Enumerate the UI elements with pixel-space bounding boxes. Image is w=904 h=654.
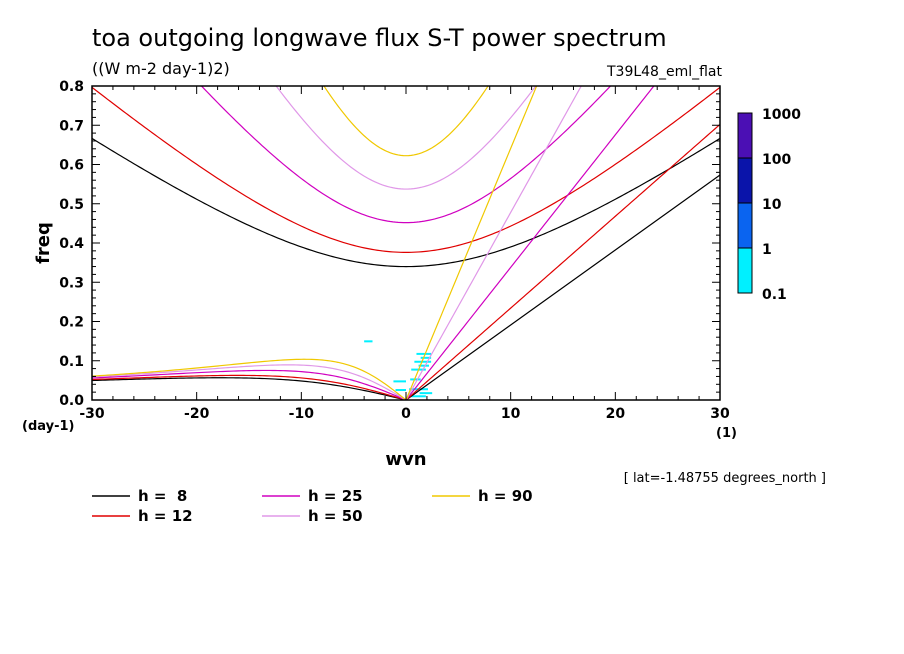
colorbar-label: 10 [762, 197, 782, 213]
spectrum-patch [419, 392, 433, 395]
y-tick-label: 0.2 [59, 315, 84, 331]
x-tick-label: -30 [79, 406, 105, 422]
spectrum-patch [393, 380, 406, 383]
rossby-curve [92, 369, 407, 400]
spectrum-patch [414, 360, 432, 363]
run-label: T39L48_eml_flat [606, 64, 723, 80]
y-tick-label: 0.3 [59, 275, 84, 291]
spectrum-patch [420, 356, 432, 359]
inertia-gravity-curve [200, 86, 612, 224]
x-tick-label: -20 [184, 406, 210, 422]
y-axis-unit: (day-1) [22, 419, 74, 434]
spectrum-patch [395, 389, 406, 392]
spectrum-patch [416, 352, 432, 355]
colorbar-segment [737, 157, 753, 204]
x-axis-unit: (1) [716, 426, 737, 441]
y-tick-label: 0.1 [59, 354, 84, 370]
inertia-gravity-curve [92, 86, 720, 253]
inertia-gravity-curve [92, 137, 720, 268]
kelvin-curve [405, 86, 538, 400]
x-tick-label: 0 [401, 406, 411, 422]
colorbar-label: 100 [762, 152, 791, 168]
inertia-gravity-curve [323, 86, 489, 157]
spectrum-patch [410, 378, 421, 381]
kelvin-curve [405, 174, 720, 400]
colorbar-segment [737, 247, 753, 294]
chart-title: toa outgoing longwave flux S-T power spe… [92, 24, 667, 52]
colorbar-label: 1000 [762, 107, 801, 123]
colorbar-label: 0.1 [762, 287, 787, 303]
latitude-note: [ lat=-1.48755 degrees_north ] [624, 471, 826, 486]
y-tick-label: 0.5 [59, 197, 84, 213]
kelvin-curve [405, 123, 720, 400]
spectrum-patch [418, 364, 430, 367]
spectrum-patch [411, 395, 426, 398]
legend-label: h = 50 [308, 507, 363, 525]
colorbar-segment [737, 202, 753, 249]
spectrum-patch [364, 340, 373, 343]
x-tick-label: 10 [501, 406, 521, 422]
x-axis-label: wvn [385, 449, 426, 470]
x-tick-label: 30 [710, 406, 730, 422]
y-tick-label: 0.0 [59, 393, 84, 409]
inertia-gravity-curve [275, 86, 537, 190]
rossby-curve [92, 358, 407, 400]
rossby-curve [92, 374, 407, 400]
colorbar-segment [737, 112, 753, 159]
kelvin-curve [405, 86, 655, 400]
y-tick-label: 0.4 [59, 236, 84, 252]
legend-label: h = 25 [308, 487, 363, 505]
x-tick-label: -10 [289, 406, 315, 422]
colorbar: 1000 100 10 1 0.1 [737, 107, 801, 303]
rossby-curve [92, 364, 407, 400]
legend-label: h = 12 [138, 507, 193, 525]
kelvin-curve [405, 86, 582, 400]
legend-label: h = 90 [478, 487, 533, 505]
y-tick-label: 0.6 [59, 158, 84, 174]
x-tick-label: 20 [606, 406, 626, 422]
legend: h = 8 h = 12 h = 25 h = 50 h = 90 [92, 487, 533, 525]
y-tick-label: 0.7 [59, 118, 84, 134]
rossby-curve [92, 377, 407, 400]
y-axis-label: freq [33, 222, 54, 264]
y-tick-label: 0.8 [59, 79, 84, 95]
chart-units: ((W m-2 day-1)2) [92, 59, 230, 78]
colorbar-label: 1 [762, 242, 772, 258]
legend-label: h = 8 [138, 487, 187, 505]
